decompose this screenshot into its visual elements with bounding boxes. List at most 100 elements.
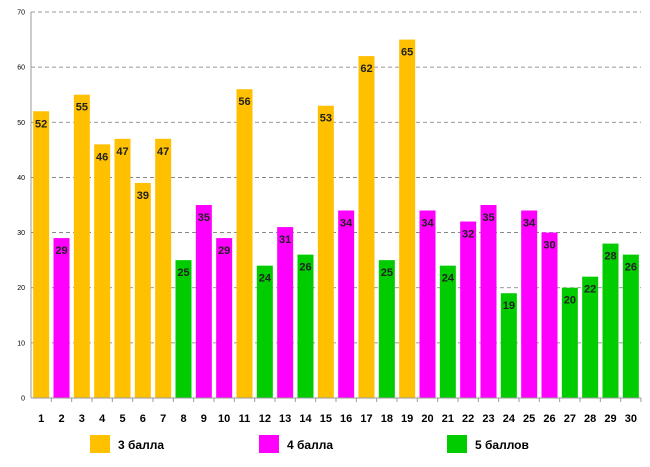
- bars: [33, 39, 639, 399]
- y-tick-label: 20: [17, 285, 25, 292]
- x-tick-label: 12: [259, 413, 271, 425]
- x-tick-label: 20: [421, 413, 433, 425]
- bar: [480, 205, 497, 398]
- bar: [602, 243, 619, 398]
- y-tick-label: 70: [17, 10, 25, 17]
- data-label: 31: [279, 234, 291, 246]
- x-tick-label: 17: [360, 413, 372, 425]
- x-tick-label: 2: [58, 413, 64, 425]
- bar: [256, 265, 273, 398]
- bar: [195, 205, 212, 398]
- data-label: 19: [503, 300, 515, 312]
- x-tick-label: 5: [119, 413, 125, 425]
- legend: 3 балла 4 балла 5 баллов: [90, 435, 529, 453]
- x-tick-label: 9: [201, 413, 207, 425]
- y-tick-label: 0: [21, 396, 25, 403]
- x-tick-label: 16: [340, 413, 352, 425]
- data-label: 26: [299, 262, 311, 274]
- data-label: 53: [320, 113, 332, 125]
- x-tick-label: 6: [140, 413, 146, 425]
- x-tick-label: 25: [523, 413, 535, 425]
- bar: [500, 293, 517, 398]
- x-tick-label: 11: [239, 413, 251, 425]
- x-tick-label: 26: [543, 413, 555, 425]
- data-label: 32: [462, 229, 474, 241]
- data-label: 25: [177, 267, 189, 279]
- x-tick-label: 24: [503, 413, 516, 425]
- bar: [216, 238, 233, 398]
- legend-label: 3 балла: [118, 438, 164, 452]
- data-label: 35: [482, 212, 494, 224]
- x-tick-label: 30: [625, 413, 637, 425]
- data-label: 26: [625, 262, 637, 274]
- x-tick-label: 8: [180, 413, 186, 425]
- y-axis: 0 10 20 30 40 50 60 70: [17, 10, 32, 403]
- x-tick-label: 18: [381, 413, 393, 425]
- legend-item: 3 балла: [90, 435, 164, 453]
- data-label: 65: [401, 47, 413, 59]
- data-label: 24: [442, 273, 455, 285]
- bar: [175, 260, 192, 398]
- x-axis: 1 2 3 4 5 6 7 8 9 10 11 12 13 14 15 16 17 18 19 20 21 22 23 24 2…: [31, 397, 642, 425]
- legend-label: 5 баллов: [475, 438, 529, 452]
- data-label: 24: [259, 273, 272, 285]
- x-tick-label: 21: [442, 413, 454, 425]
- bar: [134, 182, 151, 398]
- x-tick-label: 29: [604, 413, 616, 425]
- x-tick-label: 28: [584, 413, 596, 425]
- data-label: 56: [238, 96, 250, 108]
- bar: [94, 144, 111, 398]
- data-label: 46: [96, 151, 108, 163]
- bar: [114, 138, 131, 399]
- data-label: 29: [55, 245, 67, 257]
- x-tick-label: 19: [401, 413, 413, 425]
- bar: [33, 111, 50, 398]
- data-label: 55: [76, 102, 88, 114]
- legend-swatch: [90, 435, 110, 453]
- x-tick-label: 10: [218, 413, 230, 425]
- bar: [541, 232, 558, 398]
- bar: [439, 265, 456, 398]
- bar: [561, 287, 578, 398]
- bar: [419, 210, 436, 398]
- bar: [399, 39, 416, 398]
- bar: [582, 276, 599, 398]
- y-tick-label: 60: [17, 65, 25, 72]
- x-tick-label: 3: [79, 413, 85, 425]
- data-label: 20: [564, 295, 576, 307]
- x-tick-label: 22: [462, 413, 474, 425]
- data-label: 47: [157, 146, 169, 158]
- x-tick-label: 14: [299, 413, 312, 425]
- bar: [73, 94, 90, 398]
- legend-item: 5 баллов: [447, 435, 529, 453]
- legend-swatch: [259, 435, 279, 453]
- bar: [297, 254, 314, 398]
- data-label: 52: [35, 118, 47, 130]
- bar: [378, 260, 395, 398]
- x-tick-label: 13: [279, 413, 291, 425]
- bar: [236, 89, 253, 398]
- bar: [317, 105, 334, 398]
- data-labels: 52 29 55 46 47 39 47 25 35 29 56 24 31 26 53 34 62 25 65 34…: [35, 47, 637, 313]
- bar: [358, 56, 375, 398]
- bar: [277, 227, 294, 398]
- bar: [53, 238, 70, 398]
- x-tick-label: 7: [160, 413, 166, 425]
- data-label: 29: [218, 245, 230, 257]
- x-tick-label: 1: [38, 413, 44, 425]
- x-tick-label: 15: [320, 413, 332, 425]
- legend-swatch: [447, 435, 467, 453]
- data-label: 34: [421, 218, 434, 230]
- bar: [622, 254, 639, 398]
- y-tick-label: 30: [17, 230, 25, 237]
- data-label: 28: [604, 251, 616, 263]
- legend-item: 4 балла: [259, 435, 333, 453]
- bar: [338, 210, 355, 398]
- bar: [521, 210, 538, 398]
- x-tick-label: 23: [482, 413, 494, 425]
- y-tick-label: 40: [17, 175, 25, 182]
- y-tick-label: 50: [17, 120, 25, 127]
- x-tick-label: 4: [99, 413, 106, 425]
- data-label: 34: [523, 218, 536, 230]
- data-label: 34: [340, 218, 353, 230]
